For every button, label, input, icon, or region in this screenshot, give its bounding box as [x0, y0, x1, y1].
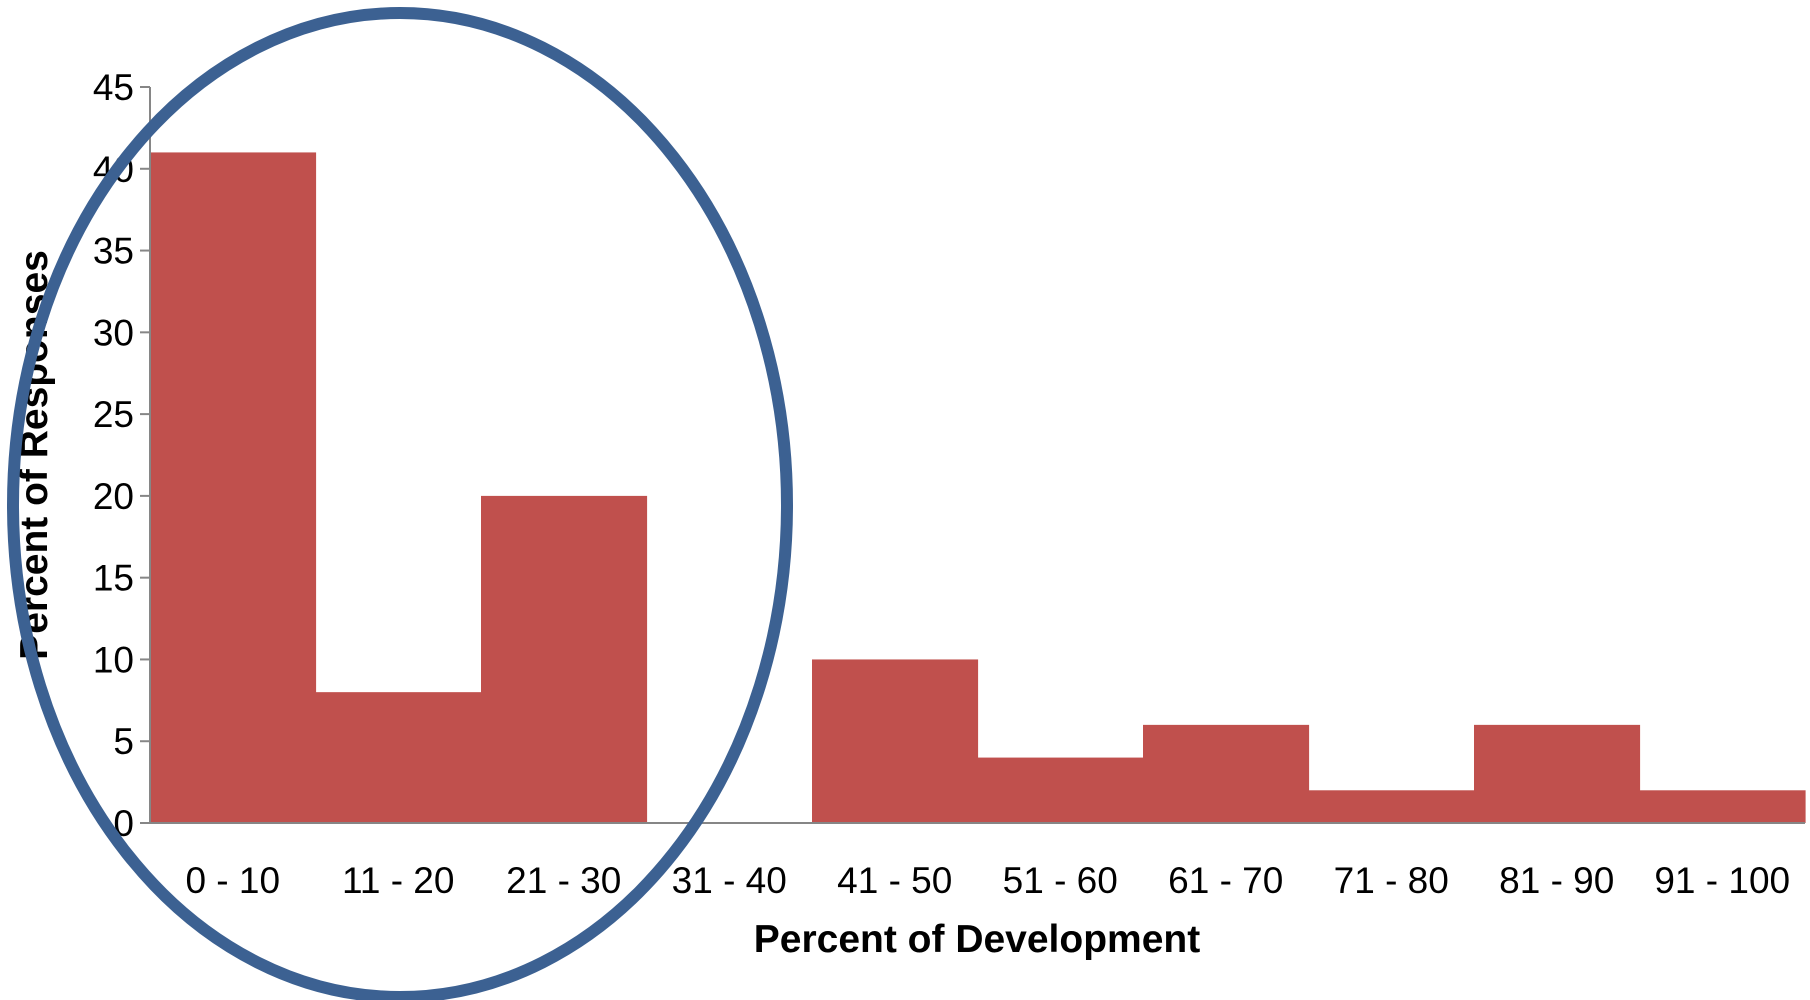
y-tick-label-2: 10 — [93, 639, 134, 680]
bar-6 — [1143, 724, 1310, 823]
x-tick-label-1: 11 - 20 — [342, 860, 454, 901]
x-tick-label-0: 0 - 10 — [185, 860, 280, 901]
x-tick-label-4: 41 - 50 — [837, 860, 952, 901]
y-tick-label-3: 15 — [93, 558, 134, 599]
highlight-ellipse — [7, 7, 793, 1000]
y-tick-label-1: 5 — [113, 721, 134, 762]
bars-group — [150, 152, 1806, 823]
bar-7 — [1308, 790, 1475, 823]
y-tick-label-7: 35 — [93, 231, 134, 272]
x-axis-title: Percent of Development — [754, 918, 1200, 961]
y-tick-label-4: 20 — [93, 476, 134, 517]
x-tick-label-9: 91 - 100 — [1654, 860, 1790, 901]
bar-9 — [1639, 790, 1806, 823]
x-ticks-group: 0 - 10 11 - 20 21 - 30 31 - 40 41 - 50 51 - 6… — [185, 860, 1790, 901]
x-tick-label-8: 81 - 90 — [1499, 860, 1614, 901]
x-tick-label-6: 61 - 70 — [1168, 860, 1283, 901]
bar-1 — [315, 692, 482, 823]
x-tick-label-7: 71 - 80 — [1334, 860, 1449, 901]
bar-5 — [977, 757, 1144, 823]
bar-4 — [812, 659, 979, 823]
bar-8 — [1474, 724, 1641, 823]
x-tick-label-2: 21 - 30 — [506, 860, 621, 901]
bar-0 — [150, 152, 317, 823]
x-tick-label-5: 51 - 60 — [1003, 860, 1118, 901]
y-tick-label-6: 30 — [93, 312, 134, 353]
x-tick-label-3: 31 - 40 — [672, 860, 787, 901]
y-tick-label-9: 45 — [93, 67, 134, 108]
y-tick-label-5: 25 — [93, 394, 134, 435]
bar-2 — [481, 495, 648, 823]
